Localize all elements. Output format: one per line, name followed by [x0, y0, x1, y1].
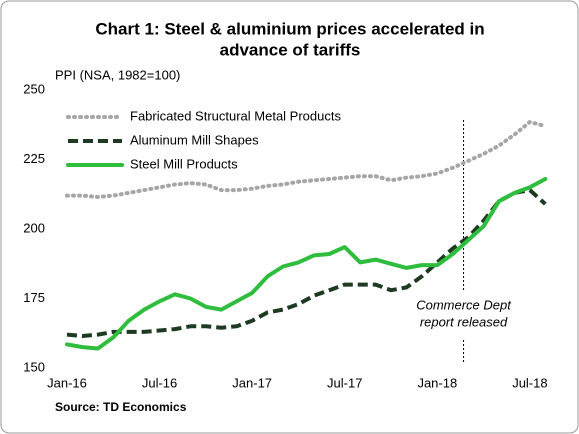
chart-title: Chart 1: Steel & aluminium prices accele… — [95, 19, 484, 38]
source: Source: TD Economics — [55, 400, 187, 414]
x-tick-label: Jan-17 — [232, 375, 272, 390]
y-axis-label: PPI (NSA, 1982=100) — [55, 67, 180, 82]
legend-label: Steel Mill Products — [130, 156, 238, 171]
x-tick-label: Jul-18 — [512, 375, 547, 390]
legend-label: Aluminum Mill Shapes — [130, 132, 259, 147]
chart-title: advance of tariffs — [220, 40, 361, 59]
x-tick-label: Jul-16 — [142, 375, 177, 390]
annotation: report released — [420, 314, 508, 329]
series-line — [65, 120, 548, 199]
series-line — [66, 188, 547, 338]
y-tick-label: 175 — [23, 290, 45, 305]
x-tick-label: Jan-18 — [417, 375, 457, 390]
x-tick-label: Jan-16 — [47, 375, 87, 390]
y-tick-label: 225 — [23, 151, 45, 166]
y-tick-label: 250 — [23, 81, 45, 96]
annotation: Commerce Dept — [416, 297, 512, 312]
legend-label: Fabricated Structural Metal Products — [130, 108, 341, 123]
series-line — [65, 177, 548, 351]
x-tick-label: Jul-17 — [327, 375, 362, 390]
y-tick-label: 150 — [23, 359, 45, 374]
y-tick-label: 200 — [23, 220, 45, 235]
